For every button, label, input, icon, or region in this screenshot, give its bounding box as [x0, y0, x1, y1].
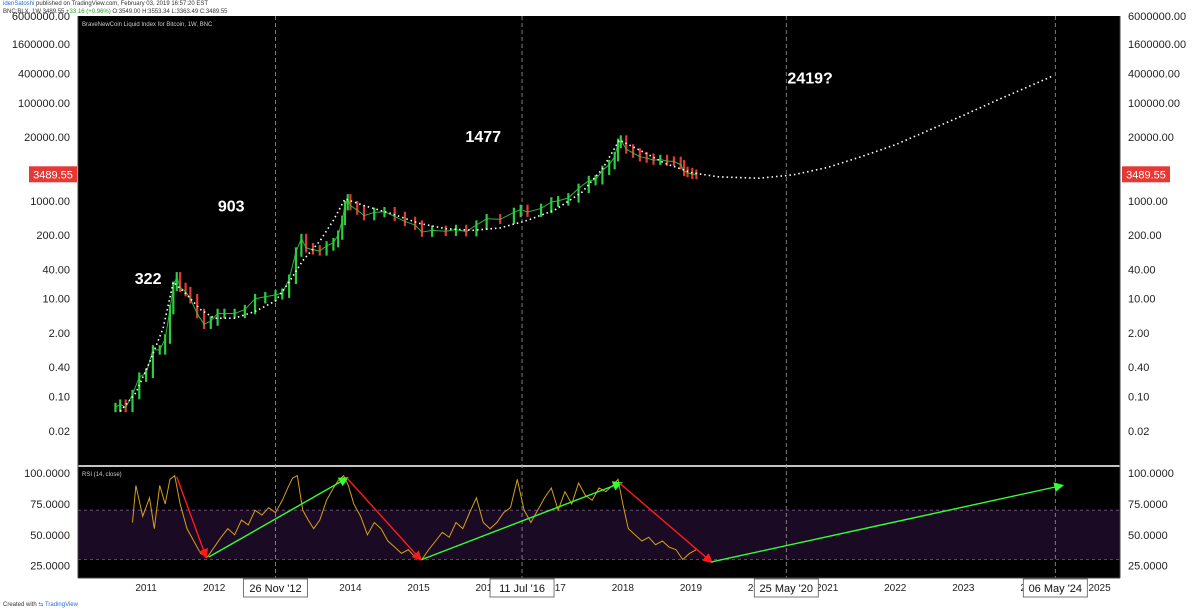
last-price-tag-right: [1122, 166, 1170, 183]
rsi-tick-right: 75.0000: [1128, 499, 1168, 511]
date-marker-label: 11 Jul '16: [499, 583, 545, 595]
x-tick-label: 2016: [476, 583, 499, 594]
price-line: [115, 139, 697, 409]
red-trend-arrow: [346, 477, 422, 561]
price-tick-right: 10.00: [1128, 294, 1156, 306]
rsi-tick-left: 100.0000: [24, 468, 70, 480]
x-tick-label: 2022: [884, 583, 907, 594]
price-tick-left: 400000.00: [18, 69, 70, 81]
tradingview-logo-icon: ⇆: [38, 602, 45, 608]
price-legend: BraveNewCoin Liquid Index for Bitcoin, 1…: [82, 22, 213, 28]
price-tick-right: 40.00: [1128, 264, 1156, 276]
publish-date-text: published on TradingView.com, February 0…: [34, 1, 209, 7]
x-tick-label: 2014: [339, 583, 362, 594]
tradingview-brand[interactable]: TradingView: [44, 602, 78, 608]
green-trend-arrow: [711, 482, 1065, 563]
rsi-tick-left: 50.0000: [30, 530, 70, 542]
x-tick-label: 2015: [407, 583, 430, 594]
rsi-tick-right: 100.0000: [1128, 468, 1174, 480]
price-tick-left: 1000.00: [30, 196, 70, 208]
rsi-tick-right: 25.0000: [1128, 561, 1168, 573]
price-tick-left: 1600000.00: [12, 39, 70, 51]
rsi-line: [131, 474, 697, 561]
log-growth-curve: [119, 75, 1053, 412]
price-tick-right: 1000.00: [1128, 196, 1168, 208]
price-tick-right: 1600000.00: [1128, 39, 1186, 51]
price-tick-right: 0.40: [1128, 362, 1149, 374]
price-tick-left: 20000.00: [24, 132, 70, 144]
symbol-ohlc-prefix: BNC:BLX, 1W 3489.55: [3, 9, 67, 15]
cycle-annotation: 2419?: [787, 71, 832, 88]
x-tick-label: 2017: [544, 583, 567, 594]
price-tick-right: 0.10: [1128, 392, 1149, 404]
x-tick-label: 2025: [1088, 583, 1111, 594]
price-tick-left: 6000000.00: [12, 11, 70, 23]
cycle-annotation: 1477: [465, 129, 501, 146]
x-tick-label: 2011: [135, 583, 157, 594]
date-marker-label: 06 May '24: [1029, 583, 1082, 595]
x-tick-label: 2021: [816, 583, 839, 594]
rsi-tick-right: 50.0000: [1128, 530, 1168, 542]
x-tick-label: 2019: [680, 583, 703, 594]
red-trend-arrow: [618, 482, 713, 564]
symbol-ohlc-values: O:3549.00 H:3553.34 L:3363.49 C:3489.55: [110, 9, 228, 15]
last-price-tag-left: [29, 166, 77, 183]
price-tick-left: 2.00: [49, 328, 70, 340]
price-tick-left: 0.40: [49, 362, 70, 374]
date-marker-label: 25 May '20: [760, 583, 813, 595]
price-tick-right: 100000.00: [1128, 98, 1180, 110]
x-tick-label: 2023: [952, 583, 975, 594]
publisher-username[interactable]: idenSatoshi: [3, 1, 35, 7]
price-tick-right: 2.00: [1128, 328, 1149, 340]
symbol-change: +33.16 (+0.96%): [66, 9, 111, 15]
price-tick-right: 6000000.00: [1128, 11, 1186, 23]
price-pane[interactable]: [78, 16, 1120, 465]
date-marker-box: [243, 578, 308, 598]
green-trend-arrow: [421, 481, 623, 561]
green-trend-arrow: [208, 477, 349, 558]
price-tick-left: 40.00: [42, 264, 70, 276]
created-with: Created with ⇆ TradingView: [3, 601, 78, 608]
price-tick-left: 0.02: [49, 426, 70, 438]
price-tick-right: 400000.00: [1128, 69, 1180, 81]
cycle-annotation: 322: [135, 271, 162, 288]
symbol-info: BNC:BLX, 1W 3489.55 +33.16 (+0.96%) O:35…: [3, 9, 228, 15]
cycle-annotation: 903: [218, 199, 245, 216]
date-marker-box: [1022, 578, 1088, 598]
price-tick-left: 100000.00: [18, 98, 70, 110]
date-marker-label: 26 Nov '12: [249, 583, 301, 595]
date-marker-box: [489, 578, 555, 598]
price-tick-right: 0.02: [1128, 426, 1149, 438]
rsi-tick-left: 75.0000: [30, 499, 70, 511]
publish-info: idenSatoshi published on TradingView.com…: [3, 1, 208, 7]
price-tick-right: 200.00: [1128, 230, 1162, 242]
last-price-label-left: 3489.55: [33, 169, 73, 181]
date-marker-box: [753, 578, 819, 598]
price-tick-left: 200.00: [36, 230, 70, 242]
red-trend-arrow: [176, 476, 208, 559]
x-tick-label: 2012: [203, 583, 226, 594]
x-tick-label: 2018: [612, 583, 635, 594]
last-price-label-right: 3489.55: [1126, 169, 1166, 181]
rsi-legend: RSI (14, close): [82, 472, 122, 478]
price-tick-left: 0.10: [49, 392, 70, 404]
rsi-tick-left: 25.0000: [30, 561, 70, 573]
price-tick-left: 10.00: [42, 294, 70, 306]
created-with-text: Created with: [3, 602, 39, 608]
price-tick-right: 20000.00: [1128, 132, 1174, 144]
